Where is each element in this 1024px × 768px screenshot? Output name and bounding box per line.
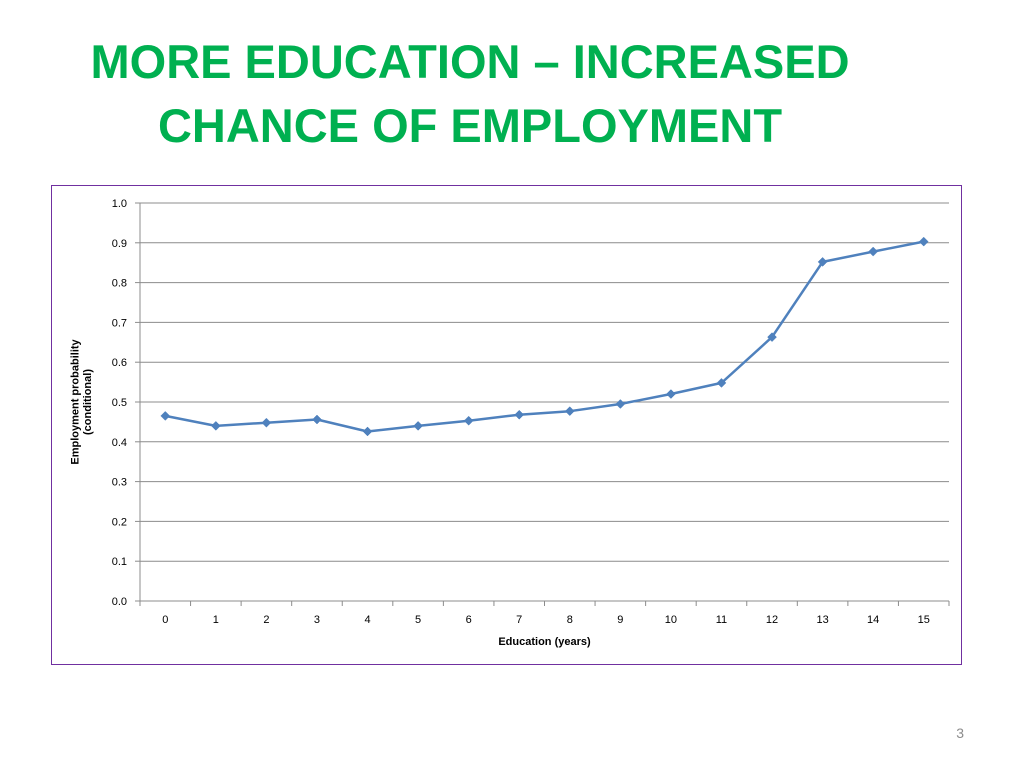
data-point-marker xyxy=(615,399,626,409)
y-tick-label: 0.3 xyxy=(112,477,127,489)
data-point-marker xyxy=(716,378,727,388)
slide-number: 3 xyxy=(956,725,964,741)
x-tick-label: 5 xyxy=(415,614,421,626)
y-tick-label: 0.8 xyxy=(112,278,127,290)
data-point-marker xyxy=(413,421,423,431)
x-tick-label: 9 xyxy=(617,614,623,626)
data-point-marker xyxy=(564,406,575,417)
slide-title: MORE EDUCATION – INCREASED CHANCE OF EMP… xyxy=(60,30,880,158)
series-line xyxy=(165,240,924,433)
data-point-marker xyxy=(261,417,272,428)
x-tick-label: 7 xyxy=(516,614,522,626)
chart-frame: 0.0 0.1 0.2 0.3 0.4 0.5 0.6 0.7 0.8 0.9 1.0 0 1 2 3 4 5 6… xyxy=(51,185,962,665)
x-tick-label: 14 xyxy=(867,614,879,626)
y-tick-label: 0.2 xyxy=(112,516,127,528)
y-tick-label: 0.6 xyxy=(112,357,127,369)
line-chart: 0.00.10.20.30.40.50.60.70.80.91.00 1 2 3 4 5 6… xyxy=(69,198,950,648)
data-point-marker xyxy=(767,332,777,342)
data-point-marker xyxy=(918,236,929,247)
x-tick-label: 6 xyxy=(466,614,472,626)
x-tick-label: 3 xyxy=(314,614,320,626)
data-point-marker xyxy=(514,409,525,420)
x-axis-title: Education (years) xyxy=(498,636,591,648)
y-tick-label: 0.7 xyxy=(112,317,127,329)
data-point-marker xyxy=(362,426,373,437)
data-point-marker xyxy=(312,414,322,425)
x-tick-label: 11 xyxy=(716,614,727,626)
x-tick-label: 1 xyxy=(213,614,219,626)
y-tick-label: 0.4 xyxy=(112,437,127,449)
data-point-marker xyxy=(817,257,828,267)
x-tick-label: 13 xyxy=(816,614,828,626)
y-tick-label: 0.5 xyxy=(112,397,127,409)
slide-title-line-2: CHANCE OF EMPLOYMENT xyxy=(157,99,783,152)
data-point-marker xyxy=(868,246,879,257)
y-tick-label: 1.0 xyxy=(112,198,127,210)
y-axis-title-line: Employment probability xyxy=(69,338,81,464)
y-axis-title: Employment probability(conditional) xyxy=(69,338,94,464)
x-tick-label: 0 xyxy=(162,614,168,626)
data-point-marker xyxy=(666,389,676,399)
x-tick-label: 12 xyxy=(766,614,778,626)
x-tick-label: 4 xyxy=(364,614,370,626)
y-axis-title-line: (conditional) xyxy=(82,369,94,435)
x-tick-label: 10 xyxy=(665,614,677,626)
x-tick-label: 8 xyxy=(567,614,573,626)
y-tick-label: 0.9 xyxy=(112,238,127,250)
y-tick-label: 0.0 xyxy=(112,596,127,608)
data-point-marker xyxy=(463,415,474,426)
data-point-marker xyxy=(210,421,221,431)
slide-title-line-1: MORE EDUCATION – INCREASED xyxy=(90,35,850,88)
data-point-marker xyxy=(160,411,171,421)
y-tick-label: 0.1 xyxy=(112,556,127,568)
x-tick-label: 2 xyxy=(263,614,269,626)
x-tick-label: 15 xyxy=(918,614,930,626)
